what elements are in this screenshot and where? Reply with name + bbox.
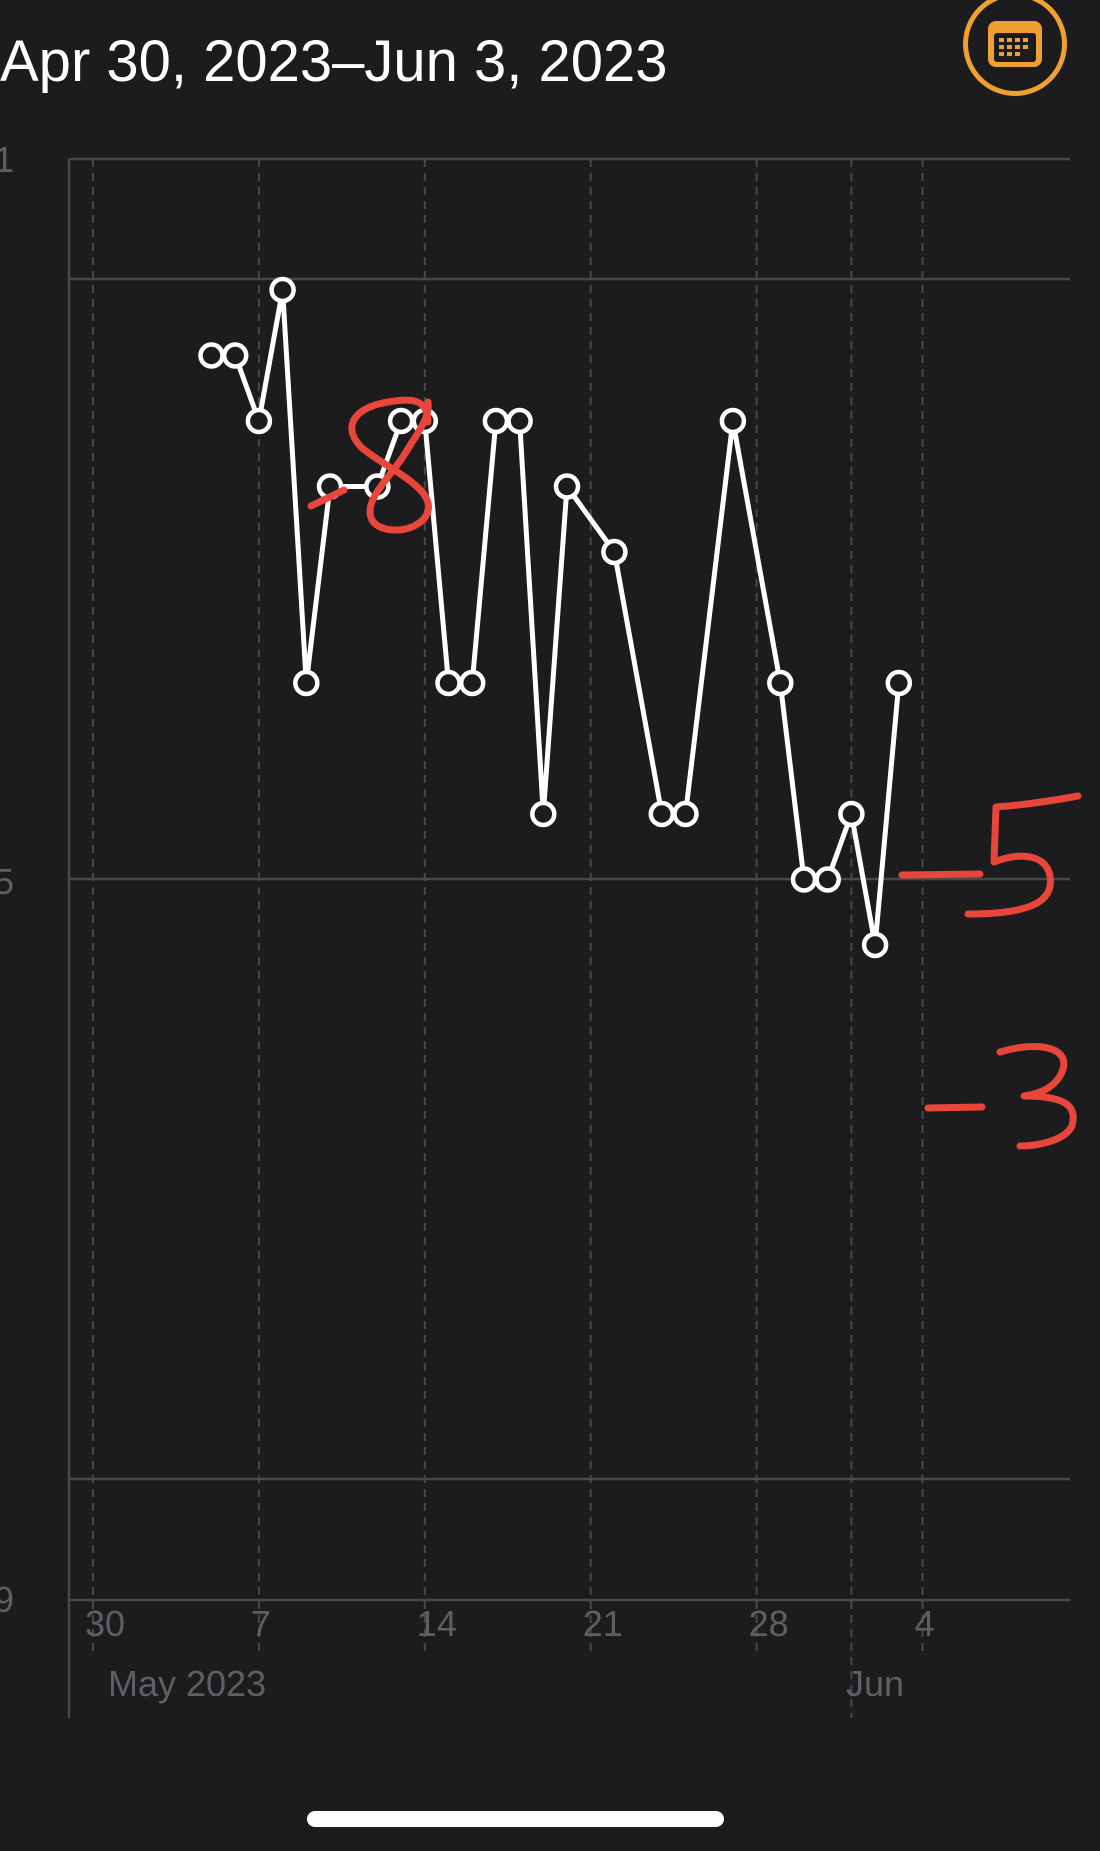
x-tick-label: 4 bbox=[915, 1603, 935, 1644]
y-tick-label: 5 bbox=[0, 861, 14, 902]
data-point[interactable] bbox=[245, 407, 273, 435]
date-range-title: Apr 30, 2023–Jun 3, 2023 bbox=[0, 29, 668, 94]
data-point[interactable] bbox=[601, 538, 628, 566]
data-point[interactable] bbox=[387, 407, 415, 435]
data-point[interactable] bbox=[648, 800, 676, 828]
data-point[interactable] bbox=[482, 407, 510, 435]
data-point[interactable] bbox=[435, 669, 462, 697]
data-point[interactable] bbox=[672, 800, 699, 828]
month-label: May 2023 bbox=[108, 1663, 266, 1704]
data-point[interactable] bbox=[198, 342, 225, 369]
y-tick-label: 9 bbox=[0, 1579, 14, 1620]
home-indicator[interactable] bbox=[307, 1811, 724, 1827]
data-point[interactable] bbox=[458, 669, 486, 697]
annotation-minus-3 bbox=[924, 1043, 1077, 1150]
data-point[interactable] bbox=[790, 866, 818, 893]
data-point[interactable] bbox=[293, 669, 320, 697]
x-tick-label: 7 bbox=[251, 1603, 271, 1644]
series-line bbox=[211, 287, 902, 948]
data-point[interactable] bbox=[719, 407, 747, 435]
x-tick-label: 14 bbox=[417, 1603, 457, 1644]
x-tick-label: 30 bbox=[85, 1603, 125, 1644]
data-point[interactable] bbox=[506, 407, 533, 435]
data-point[interactable] bbox=[885, 669, 913, 697]
annotation-minus-8 bbox=[307, 396, 432, 534]
data-point[interactable] bbox=[221, 342, 249, 369]
data-point[interactable] bbox=[838, 800, 865, 828]
data-point[interactable] bbox=[814, 866, 841, 893]
line-chart: 30 7 14 21 28 4 May 2023 Jun 1 5 9 bbox=[0, 139, 1082, 1718]
x-tick-label: 28 bbox=[749, 1603, 789, 1644]
x-tick-label: 21 bbox=[583, 1603, 623, 1644]
data-point[interactable] bbox=[553, 473, 581, 500]
calendar-icon bbox=[988, 21, 1042, 67]
data-point[interactable] bbox=[269, 276, 296, 304]
data-point[interactable] bbox=[530, 800, 557, 828]
annotation-minus-5 bbox=[898, 792, 1082, 918]
data-point[interactable] bbox=[767, 669, 794, 697]
y-tick-label: 1 bbox=[0, 139, 14, 180]
month-label: Jun bbox=[846, 1663, 904, 1704]
calendar-button[interactable] bbox=[963, 0, 1067, 96]
data-point[interactable] bbox=[861, 931, 889, 959]
